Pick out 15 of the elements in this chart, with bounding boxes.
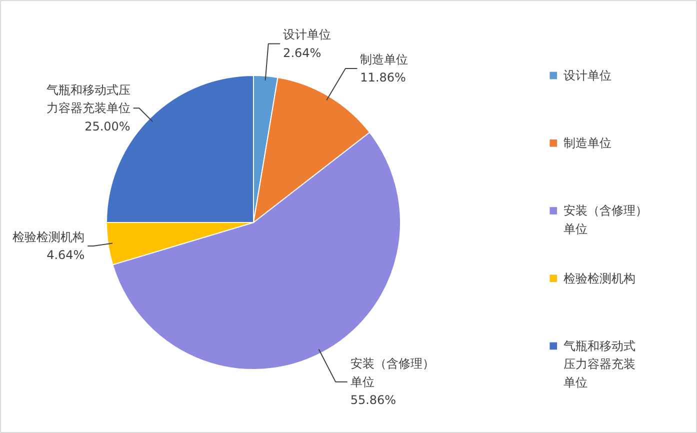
slice-label: 设计单位 <box>283 28 332 42</box>
data-label: 4.64% <box>46 248 85 262</box>
slice-label: 检验检测机构 <box>12 230 85 244</box>
slice-label: 安装（含修理）单位 <box>350 356 434 389</box>
legend-label: 设计单位 <box>564 68 612 82</box>
data-label: 25.00% <box>84 119 130 134</box>
legend-label: 制造单位 <box>564 136 612 150</box>
data-label: 11.86% <box>360 70 406 85</box>
data-label: 55.86% <box>350 393 396 408</box>
slice-label: 制造单位 <box>360 52 408 66</box>
slice-label: 气瓶和移动式压力容器充装单位 <box>46 82 130 116</box>
legend-label: 检验检测机构 <box>564 271 636 286</box>
legend-label: 气瓶和移动式压力容器充装单位 <box>564 338 636 390</box>
data-label: 2.64% <box>283 46 322 60</box>
legend-label: 安装（含修理）单位 <box>564 204 648 236</box>
